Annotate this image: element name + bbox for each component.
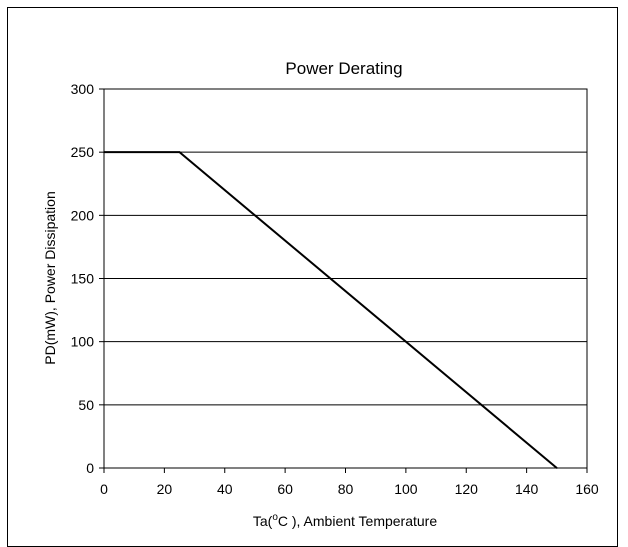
x-tick-label: 120 bbox=[455, 481, 479, 497]
chart-title: Power Derating bbox=[285, 59, 402, 78]
x-tick-label: 60 bbox=[277, 481, 293, 497]
derating-curve bbox=[104, 151, 558, 469]
y-tick-label: 150 bbox=[71, 271, 95, 287]
data-point bbox=[178, 151, 181, 153]
x-tick-label: 0 bbox=[100, 481, 108, 497]
x-tick-label: 20 bbox=[157, 481, 173, 497]
data-point bbox=[103, 151, 105, 153]
y-tick-label: 200 bbox=[71, 207, 95, 223]
y-tick-label: 50 bbox=[78, 397, 94, 413]
x-axis-label-pre: Ta( bbox=[253, 513, 273, 529]
x-axis-label-post: C ), Ambient Temperature bbox=[278, 513, 437, 529]
x-tick-label: 80 bbox=[338, 481, 354, 497]
x-tick-label: 160 bbox=[575, 481, 599, 497]
x-tick-label: 140 bbox=[515, 481, 539, 497]
x-axis-label: Ta(oC ), Ambient Temperature bbox=[253, 512, 437, 529]
x-axis-label-superscript: o bbox=[272, 512, 278, 523]
y-tick-label: 300 bbox=[71, 81, 95, 97]
grid-lines bbox=[104, 88, 587, 469]
series-layer bbox=[103, 151, 558, 469]
y-tick-label: 100 bbox=[71, 334, 95, 350]
x-axis-ticks: 0 20 40 60 80 100 120 140 160 bbox=[100, 468, 599, 497]
x-tick-label: 100 bbox=[394, 481, 418, 497]
y-axis-ticks: 0 50 100 150 200 250 300 bbox=[71, 81, 104, 476]
data-point bbox=[556, 467, 558, 469]
y-tick-label: 250 bbox=[71, 144, 95, 160]
x-tick-label: 40 bbox=[217, 481, 233, 497]
y-tick-label: 0 bbox=[86, 460, 94, 476]
y-axis-label: PD(mW), Power Dissipation bbox=[42, 191, 58, 364]
power-derating-chart: Power Derating 0 20 40 60 80 100 120 140 160 0 50… bbox=[42, 59, 599, 529]
